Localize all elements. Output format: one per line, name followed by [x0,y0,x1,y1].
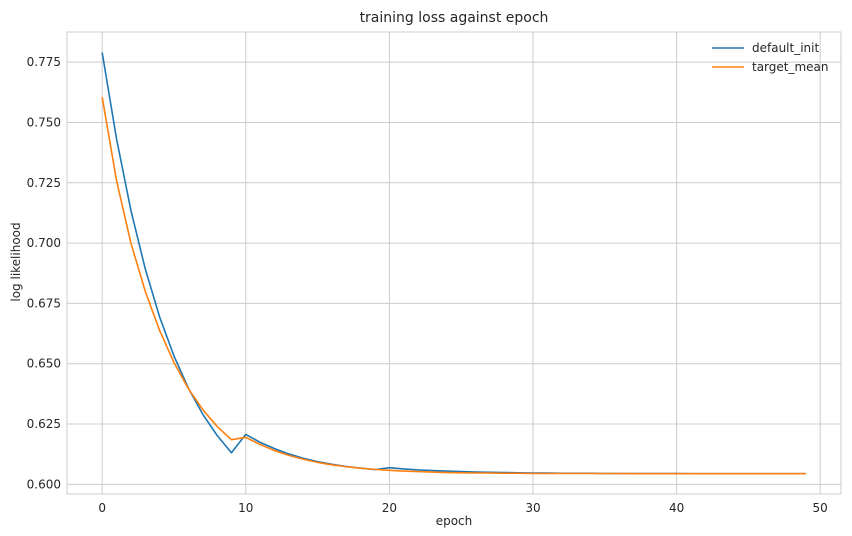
y-tick-label: 0.675 [27,296,61,310]
x-tick-label: 30 [525,501,540,515]
x-axis-label: epoch [436,514,473,528]
x-tick-label: 40 [669,501,684,515]
x-tick-label: 10 [238,501,253,515]
y-axis-label: log likelihood [9,222,23,301]
y-tick-label: 0.700 [27,236,61,250]
plot-frame [66,31,842,495]
x-tick-label: 0 [98,501,106,515]
chart-title: training loss against epoch [360,10,549,26]
legend: default_init target_mean [712,41,829,74]
tick-labels: 0 10 20 30 40 50 0.600 0.625 0.650 0.675 0.700 0.72… [27,55,828,515]
legend-label-default-init: default_init [752,41,819,55]
legend-label-target-mean: target_mean [752,60,829,74]
series-line-target-mean [101,97,806,475]
y-tick-label: 0.725 [27,176,61,190]
y-tick-label: 0.625 [27,417,61,431]
grid [67,32,841,494]
y-tick-label: 0.750 [27,115,61,129]
series-lines [101,52,806,475]
x-tick-label: 50 [813,501,828,515]
y-tick-label: 0.650 [27,357,61,371]
plot-area [66,31,842,495]
y-tick-label: 0.600 [27,477,61,491]
x-tick-label: 20 [382,501,397,515]
y-tick-label: 0.775 [27,55,61,69]
